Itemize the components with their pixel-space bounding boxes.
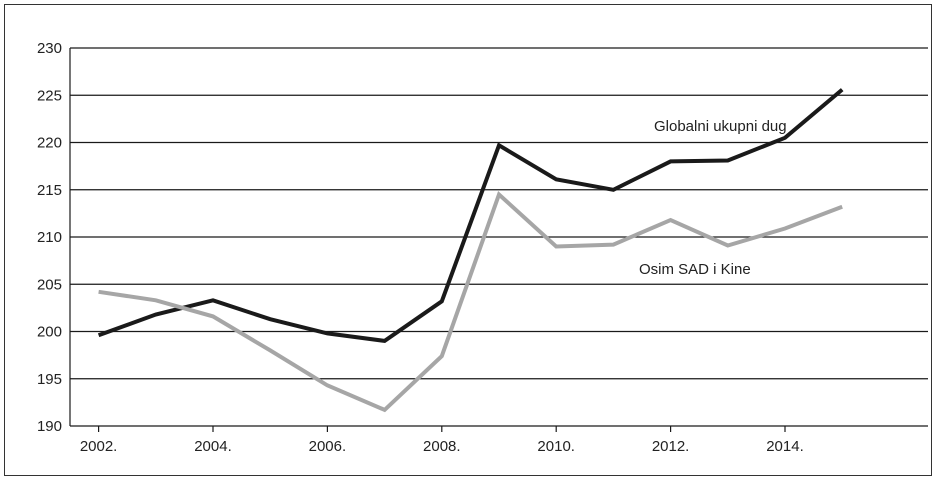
y-tick-label: 200 — [37, 324, 62, 341]
x-tick-label: 2002. — [80, 438, 118, 455]
x-tick-label: 2010. — [537, 438, 575, 455]
y-tick-label: 215 — [37, 182, 62, 199]
series-line-global-debt — [97, 88, 844, 343]
axes: 190 195 200 205 210 215 220 225 230 2002. 2004. 200… — [37, 40, 804, 455]
series-label-global-debt: Globalni ukupni dug — [654, 118, 787, 135]
y-tick-label: 190 — [37, 418, 62, 435]
y-tick-label: 210 — [37, 229, 62, 246]
line-chart: 190 195 200 205 210 215 220 225 230 2002. 2004. 200… — [37, 40, 928, 455]
y-tick-label: 225 — [37, 87, 62, 104]
chart-frame: 190 195 200 205 210 215 220 225 230 2002. 2004. 200… — [4, 4, 932, 476]
gridlines — [70, 47, 928, 427]
series-line-excluding-us-china — [98, 190, 843, 413]
y-tick-label: 195 — [37, 371, 62, 388]
y-tick-label: 205 — [37, 276, 62, 293]
x-tick-label: 2008. — [423, 438, 461, 455]
x-tick-label: 2006. — [309, 438, 347, 455]
x-tick-label: 2012. — [652, 438, 690, 455]
series-lines — [97, 88, 844, 413]
x-tick-label: 2014. — [766, 438, 804, 455]
series-label-excluding-us-china: Osim SAD i Kine — [639, 261, 751, 278]
x-tick-label: 2004. — [194, 438, 232, 455]
y-tick-label: 230 — [37, 40, 62, 57]
y-tick-label: 220 — [37, 135, 62, 152]
